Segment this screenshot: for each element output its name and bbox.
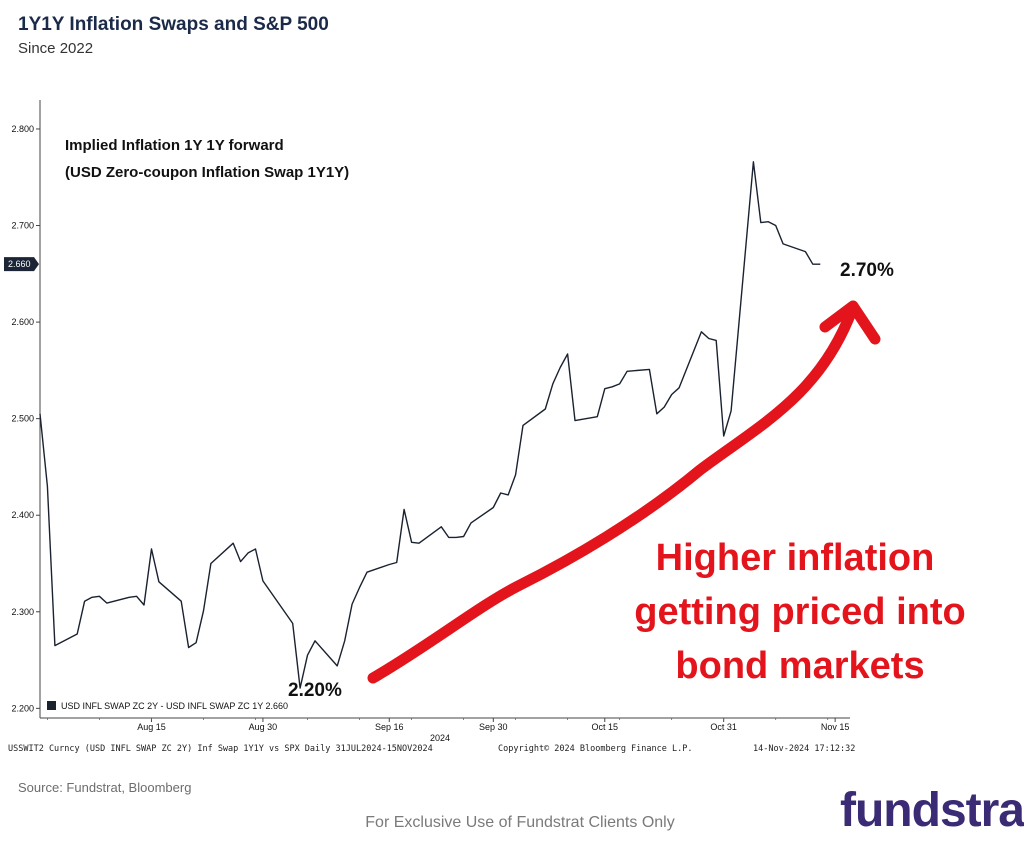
callout-line1: Higher inflation — [656, 537, 935, 579]
exclusive-note: For Exclusive Use of Fundstrat Clients O… — [365, 814, 675, 831]
callout-line3: bond markets — [675, 645, 924, 687]
y-tick-label: 2.600 — [11, 317, 34, 327]
fundstrat-logo: fundstra — [840, 784, 1024, 837]
x-tick-label: Sep 16 — [375, 722, 404, 732]
x-axis-label: 2024 — [430, 733, 450, 743]
x-tick-label: Aug 30 — [249, 722, 278, 732]
y-tick-label: 2.500 — [11, 414, 34, 424]
series-label-line2: (USD Zero-coupon Inflation Swap 1Y1Y) — [65, 164, 349, 181]
ticker-info: USSWIT2 Curncy (USD INFL SWAP ZC 2Y) Inf… — [8, 744, 433, 754]
low-value-annotation: 2.20% — [288, 680, 342, 701]
chart-subtitle: Since 2022 — [18, 40, 94, 57]
timestamp: 14-Nov-2024 17:12:32 — [753, 744, 856, 754]
y-tick-label: 2.400 — [11, 510, 34, 520]
y-tick-label: 2.200 — [11, 703, 34, 713]
legend-label: USD INFL SWAP ZC 2Y - USD INFL SWAP ZC 1… — [61, 701, 288, 711]
x-tick-label: Sep 30 — [479, 722, 508, 732]
y-tick-label: 2.800 — [11, 124, 34, 134]
chart-title: 1Y1Y Inflation Swaps and S&P 500 — [18, 14, 329, 35]
y-tick-label: 2.700 — [11, 221, 34, 231]
callout-line2: getting priced into — [634, 591, 965, 633]
source-note: Source: Fundstrat, Bloomberg — [18, 780, 192, 795]
trend-arrow-icon — [367, 304, 858, 684]
x-tick-label: Nov 15 — [821, 722, 850, 732]
high-value-annotation: 2.70% — [840, 260, 894, 281]
x-tick-label: Oct 31 — [710, 722, 737, 732]
last-value-tag: 2.660 — [4, 257, 39, 272]
trend-arrow-head-icon — [819, 300, 881, 345]
copyright: Copyright© 2024 Bloomberg Finance L.P. — [498, 744, 693, 754]
last-value-label: 2.660 — [8, 259, 31, 269]
y-tick-label: 2.300 — [11, 607, 34, 617]
x-tick-label: Aug 15 — [137, 722, 166, 732]
series-label-line1: Implied Inflation 1Y 1Y forward — [65, 137, 284, 154]
x-tick-label: Oct 15 — [592, 722, 619, 732]
inflation-swap-chart: 2.200 2.300 2.400 2.500 2.600 2.700 2.800 Aug 1… — [4, 100, 966, 743]
chart-legend: USD INFL SWAP ZC 2Y - USD INFL SWAP ZC 1… — [47, 701, 288, 711]
series-line — [39, 161, 821, 689]
